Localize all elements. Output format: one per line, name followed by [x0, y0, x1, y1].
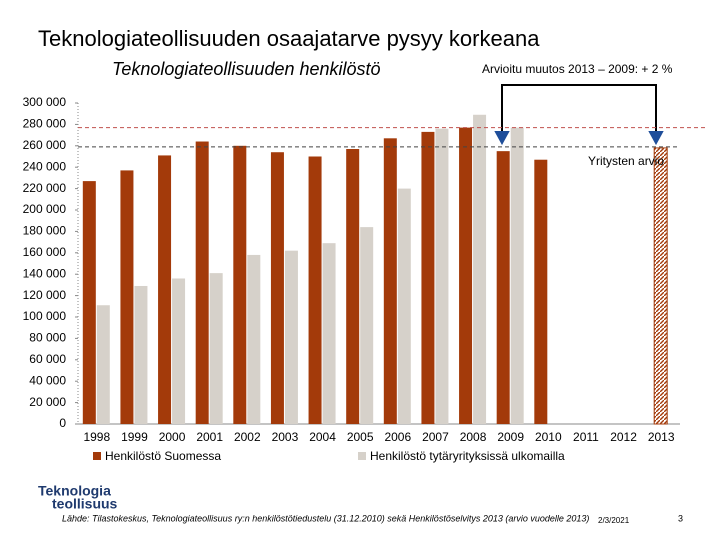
bar	[496, 151, 510, 424]
y-tick-label: 40 000	[29, 373, 66, 387]
legend-label: Henkilöstö Suomessa	[105, 449, 221, 463]
y-tick-label: 20 000	[29, 395, 66, 409]
bar	[96, 305, 110, 424]
x-tick-label: 2008	[460, 430, 487, 444]
logo-line: teollisuus	[52, 496, 118, 512]
bar	[534, 159, 548, 424]
x-tick-label: 2006	[384, 430, 411, 444]
legend-label: Henkilöstö tytäryrityksissä ulkomailla	[370, 449, 565, 463]
y-tick-label: 220 000	[23, 181, 67, 195]
bar	[247, 254, 261, 424]
bar	[308, 156, 322, 424]
y-tick-label: 80 000	[29, 331, 66, 345]
x-tick-label: 2000	[159, 430, 186, 444]
y-tick-label: 60 000	[29, 352, 66, 366]
bar	[120, 170, 134, 424]
bar	[421, 131, 435, 424]
bar	[322, 243, 336, 424]
bar	[172, 278, 186, 424]
source: Lähde: Tilastokeskus, Teknologiateollisu…	[62, 513, 589, 523]
legend-swatch	[358, 452, 366, 460]
x-tick-label: 2007	[422, 430, 449, 444]
y-tick-label: 180 000	[23, 224, 67, 238]
x-tick-label: 2001	[196, 430, 223, 444]
date: 2/3/2021	[598, 516, 630, 525]
bar	[459, 127, 473, 425]
y-tick-label: 300 000	[23, 95, 67, 109]
bar	[270, 152, 284, 424]
bar	[82, 181, 96, 424]
x-tick-label: 2010	[535, 430, 562, 444]
arrow	[494, 84, 664, 146]
bar	[383, 138, 397, 424]
bar	[284, 250, 298, 424]
bar	[510, 127, 524, 425]
x-tick-label: 2012	[610, 430, 637, 444]
y-tick-label: 240 000	[23, 159, 67, 173]
y-tick-label: 160 000	[23, 245, 67, 259]
bar	[346, 149, 360, 424]
y-tick-label: 200 000	[23, 202, 67, 216]
x-tick-label: 2004	[309, 430, 336, 444]
y-tick-label: 140 000	[23, 266, 67, 280]
logo-line: Teknologia	[38, 483, 111, 499]
y-tick-label: 280 000	[23, 117, 67, 131]
page-number: 3	[678, 513, 683, 523]
x-tick-label: 2011	[573, 430, 599, 444]
subtitle: Teknologiateollisuuden henkilöstö	[112, 59, 381, 79]
bar	[233, 145, 247, 425]
change-note: Arvioitu muutos 2013 – 2009: + 2 %	[482, 62, 673, 76]
estimate-label: Yritysten arvio	[588, 154, 664, 168]
y-tick-label: 120 000	[23, 288, 67, 302]
x-tick-label: 1999	[121, 430, 148, 444]
x-tick-label: 2013	[648, 430, 675, 444]
x-tick-label: 1998	[83, 430, 110, 444]
x-tick-label: 2005	[347, 430, 374, 444]
title: Teknologiateollisuuden osaajatarve pysyy…	[38, 26, 540, 51]
bar	[195, 141, 209, 424]
bar	[158, 155, 172, 424]
bar	[360, 227, 374, 424]
bar	[134, 285, 148, 424]
y-tick-label: 0	[59, 416, 66, 430]
y-tick-label: 260 000	[23, 138, 67, 152]
bar	[209, 273, 223, 424]
bar	[435, 128, 449, 424]
bar	[473, 114, 487, 425]
estimate-bar	[653, 147, 668, 425]
legend-swatch	[93, 452, 101, 460]
bar	[397, 188, 411, 424]
x-tick-label: 2009	[497, 430, 524, 444]
x-tick-label: 2003	[272, 430, 299, 444]
x-tick-label: 2002	[234, 430, 261, 444]
y-tick-label: 100 000	[23, 309, 67, 323]
